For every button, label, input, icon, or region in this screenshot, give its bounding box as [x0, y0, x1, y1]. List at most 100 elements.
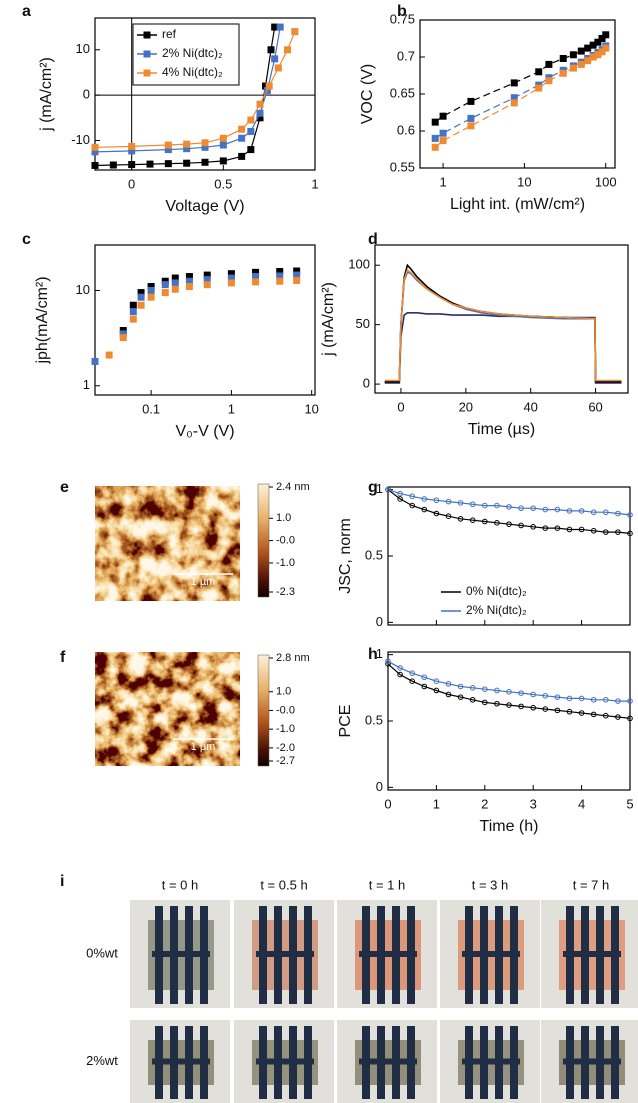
- x-axis-label: Time (µs): [468, 421, 535, 438]
- colorbar-tick-label: -1.0: [276, 723, 295, 735]
- colorbar-tick-label: -2.3: [276, 586, 295, 598]
- legend-marker: [143, 31, 151, 39]
- data-point: [494, 520, 500, 526]
- data-point: [147, 293, 155, 301]
- legend-label: 0% Ni(dtc)₂: [466, 584, 527, 598]
- data-point: [185, 277, 193, 285]
- y-tick-label: 100: [348, 257, 370, 272]
- x-tick-label: 10: [304, 401, 318, 416]
- afm-image: [95, 486, 240, 601]
- axes-frame: [387, 651, 631, 791]
- data-point: [482, 518, 488, 525]
- data-point: [129, 308, 137, 316]
- data-point: [577, 47, 585, 55]
- x-tick-label: 20: [459, 399, 473, 414]
- data-point: [421, 496, 428, 502]
- data-point: [506, 689, 512, 695]
- panel-label: d: [368, 231, 378, 248]
- data-point: [467, 122, 475, 130]
- data-point: [128, 142, 136, 150]
- data-point: [530, 704, 537, 711]
- data-point: [421, 683, 428, 690]
- colorbar-tick-label: 1.0: [276, 512, 291, 524]
- legend-label: 2% Ni(dtc)₂: [466, 603, 527, 617]
- legend-label: 2% Ni(dtc)₂: [162, 46, 223, 60]
- data-point: [589, 53, 597, 61]
- data-point: [554, 506, 561, 513]
- data-point: [409, 670, 416, 677]
- x-tick-label: 1: [311, 176, 318, 191]
- data-point: [494, 502, 500, 509]
- data-point: [201, 139, 209, 147]
- y-tick-label: 1: [376, 646, 383, 661]
- x-tick-label: 60: [588, 399, 602, 414]
- x-axis-label: Light int. (mW/cm²): [450, 196, 585, 213]
- data-point: [469, 685, 476, 691]
- data-point: [518, 703, 524, 710]
- x-tick-label: 1: [433, 796, 440, 811]
- data-point: [602, 44, 610, 52]
- data-point: [590, 711, 597, 718]
- data-point: [542, 525, 549, 531]
- data-point: [201, 158, 209, 166]
- data-point: [615, 714, 621, 720]
- data-point: [518, 505, 524, 512]
- data-point: [594, 38, 602, 46]
- data-point: [439, 129, 447, 137]
- data-point: [578, 710, 585, 716]
- electrode: [256, 951, 314, 957]
- data-point: [603, 509, 609, 516]
- data-point: [615, 529, 621, 535]
- data-point: [510, 94, 518, 102]
- data-point: [457, 500, 464, 506]
- y-axis-label: VOC (V): [359, 64, 376, 124]
- data-point: [457, 694, 464, 700]
- data-point: [506, 504, 512, 510]
- axes-frame: [374, 244, 629, 394]
- scale-bar-label: 1 µm: [191, 576, 216, 588]
- y-tick-label: 0.6: [397, 122, 415, 137]
- series-line: [434, 45, 607, 139]
- data-point: [293, 271, 301, 279]
- data-point: [105, 351, 113, 359]
- data-point: [161, 281, 169, 289]
- axes-frame: [94, 17, 316, 171]
- data-point: [185, 283, 193, 291]
- data-point: [161, 289, 169, 297]
- data-point: [385, 658, 391, 665]
- data-point: [510, 79, 518, 87]
- data-point: [445, 498, 452, 505]
- panel-label: g: [368, 479, 378, 496]
- y-tick-label: 0.55: [390, 159, 415, 174]
- data-point: [569, 51, 577, 59]
- data-point: [602, 31, 610, 39]
- data-point: [256, 109, 264, 117]
- electrode: [462, 951, 520, 957]
- data-point: [590, 696, 597, 703]
- data-point: [185, 273, 193, 281]
- data-point: [171, 279, 179, 287]
- electrode: [256, 1058, 314, 1065]
- data-point: [494, 687, 500, 694]
- column-label: t = 7 h: [573, 877, 610, 892]
- x-tick-label: 0: [128, 176, 135, 191]
- data-point: [627, 512, 633, 518]
- axes-frame: [419, 19, 616, 169]
- x-tick-label: 0: [397, 399, 404, 414]
- series-line: [384, 271, 622, 383]
- data-point: [577, 60, 585, 68]
- series-line: [387, 489, 631, 516]
- data-point: [119, 330, 127, 338]
- x-tick-label: 3: [530, 796, 537, 811]
- legend-marker: [143, 69, 151, 77]
- axes-frame: [94, 244, 316, 396]
- data-point: [146, 160, 154, 168]
- y-tick-label: 0.5: [365, 547, 383, 562]
- data-point: [267, 46, 275, 54]
- data-point: [128, 147, 136, 155]
- data-point: [598, 48, 606, 56]
- panel-label: i: [60, 873, 64, 890]
- data-point: [457, 516, 464, 522]
- data-point: [171, 274, 179, 282]
- y-tick-label: 0: [376, 614, 383, 629]
